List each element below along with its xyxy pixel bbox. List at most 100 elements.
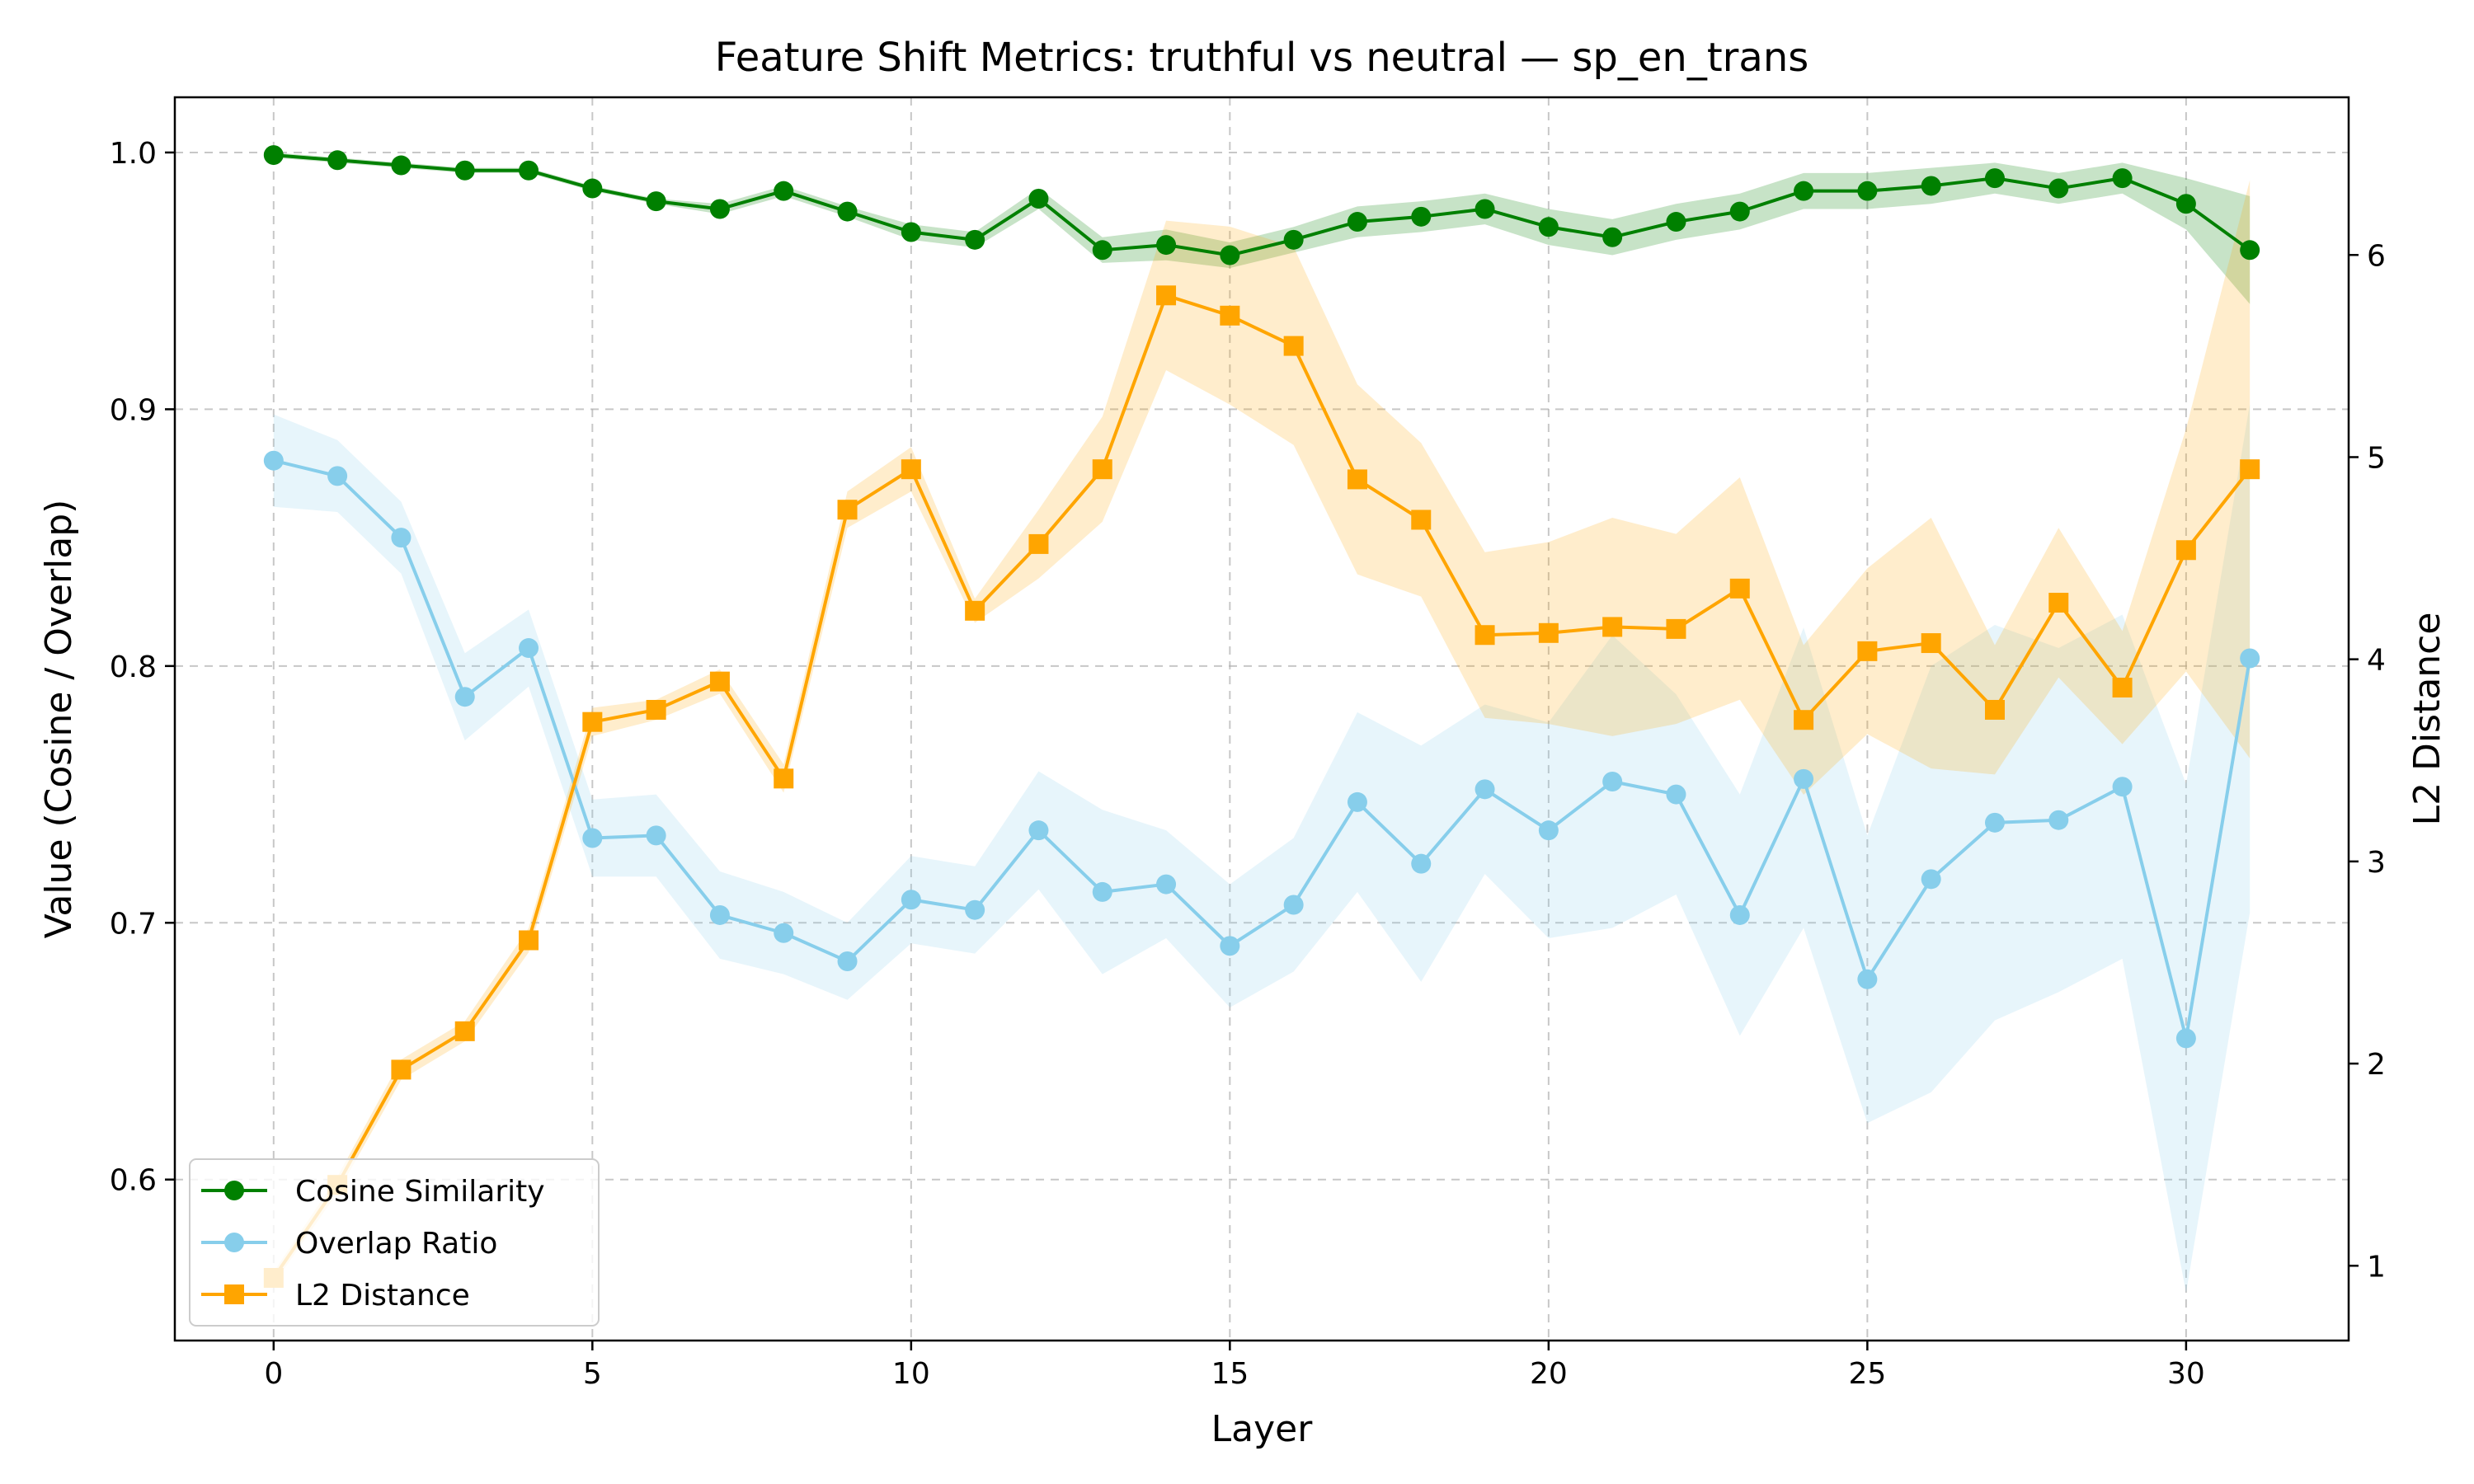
y2-tick-label: 1 [2367,1250,2386,1284]
x-axis-ticks: 0 5 10 15 20 25 30 [264,1341,2205,1391]
cosine-similarity-point [519,160,539,181]
overlap-ratio-point [1475,779,1495,800]
overlap-ratio-point [1156,874,1177,895]
cosine-similarity-point [1156,235,1177,256]
cosine-similarity-point [965,229,985,250]
cosine-similarity-band [273,152,2251,304]
cosine-similarity-point [774,181,794,201]
overlap-ratio-point [1729,904,1750,925]
overlap-ratio-point [646,825,666,846]
overlap-ratio-point [454,687,475,707]
legend-label: L2 Distance [295,1279,470,1313]
overlap-ratio-point [2048,810,2069,830]
overlap-ratio-point [1602,771,1623,791]
overlap-ratio-point [1283,895,1304,915]
overlap-ratio-point [391,528,412,548]
cosine-similarity-point [837,201,858,222]
cosine-similarity-point [1092,240,1112,261]
cosine-similarity-point [2175,194,2196,214]
y-tick-label: 0.6 [110,1164,157,1198]
l2-distance-point [1857,641,1878,661]
l2-distance-point [1666,618,1686,639]
cosine-similarity-point [1921,176,1941,196]
right-y-axis-label: L2 Distance [2406,613,2448,826]
cosine-similarity-point [1347,212,1367,232]
cosine-similarity-point [582,178,603,199]
cosine-similarity-point [1857,181,1878,201]
overlap-ratio-point [2112,777,2133,797]
cosine-similarity-point [2240,240,2260,261]
cosine-similarity-point [2112,168,2133,189]
l2-distance-point [1092,459,1112,480]
overlap-ratio-point [774,923,794,943]
x-tick-label: 5 [583,1357,602,1391]
overlap-ratio-point [519,638,539,659]
cosine-similarity-point [1538,217,1559,237]
overlap-ratio-point [327,466,348,486]
chart-title: Feature Shift Metrics: truthful vs neutr… [715,35,1809,81]
cosine-similarity-point [1666,212,1686,232]
l2-distance-point [2048,593,2069,613]
overlap-ratio-point [1347,791,1367,812]
l2-distance-point [454,1021,475,1041]
confidence-bands [273,152,2251,1293]
x-tick-label: 10 [892,1357,930,1391]
cosine-similarity-point [901,222,921,242]
cosine-similarity-point [1283,229,1304,250]
l2-distance-band [273,180,2251,1284]
l2-distance-point [1475,625,1495,646]
overlap-ratio-point [1092,881,1112,902]
overlap-ratio-line [273,458,2252,1040]
l2-distance-point [1347,469,1367,490]
l2-distance-point [1411,510,1432,530]
overlap-ratio-point [709,904,730,925]
l2-distance-point [2175,540,2196,561]
y2-tick-label: 3 [2367,846,2386,880]
l2-distance-point [1794,710,1814,730]
overlap-ratio-point [1666,784,1686,805]
l2-distance-point [1538,622,1559,643]
l2-distance-point [901,459,921,480]
l2-distance-point [646,699,666,720]
cosine-similarity-line [273,153,2251,257]
l2-distance-point [1921,633,1941,654]
cosine-similarity-point [327,150,348,171]
legend-swatch-marker [224,1233,244,1252]
overlap-ratio-point [1411,853,1432,874]
cosine-similarity-point [1411,206,1432,227]
overlap-ratio-point [2175,1028,2196,1049]
overlap-ratio-point [965,899,985,920]
x-tick-label: 30 [2167,1357,2205,1391]
cosine-similarity-point [1028,189,1049,209]
y2-tick-label: 2 [2367,1048,2386,1082]
overlap-ratio-point [1984,812,2005,833]
legend: Cosine Similarity Overlap Ratio L2 Distanc… [189,1158,600,1327]
right-y-axis-ticks: 1 2 3 4 5 6 [2349,239,2386,1284]
y-tick-label: 0.8 [110,650,157,684]
cosine-similarity-point [391,155,412,176]
l2-distance-point [965,600,985,621]
legend-label: Cosine Similarity [295,1175,545,1209]
y2-tick-label: 4 [2367,644,2386,678]
l2-distance-point [582,711,603,732]
overlap-ratio-point [2240,648,2260,669]
overlap-ratio-point [1538,820,1559,841]
plot-frame [173,96,2350,1342]
legend-box [189,1158,600,1327]
cosine-similarity-point [454,160,475,181]
legend-swatch-marker [224,1284,244,1304]
overlap-ratio-point [1857,969,1878,989]
cosine-similarity-point [1602,227,1623,247]
l2-distance-point [519,930,539,951]
cosine-similarity-point [2048,178,2069,199]
x-axis-label: Layer [1211,1408,1314,1450]
cosine-similarity-point [1220,245,1240,265]
legend-label: Overlap Ratio [295,1227,497,1261]
cosine-similarity-point [263,145,284,166]
l2-distance-point [1283,336,1304,356]
overlap-ratio-point [263,450,284,471]
overlap-ratio-band [273,404,2251,1293]
l2-distance-point [837,500,858,520]
l2-distance-line [272,294,2251,1280]
